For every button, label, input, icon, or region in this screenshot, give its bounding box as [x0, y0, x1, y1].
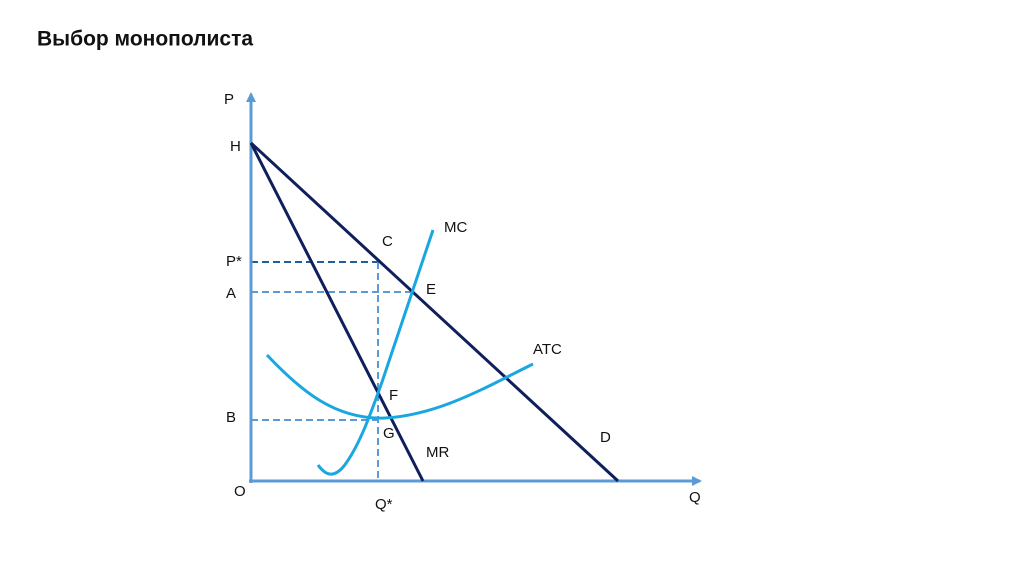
- mr-curve: [249, 142, 425, 482]
- mc-curve: [316, 229, 435, 476]
- label: ATC: [533, 341, 562, 358]
- label: MR: [426, 444, 449, 461]
- label: A: [226, 285, 236, 302]
- label: O: [234, 483, 246, 500]
- label: G: [383, 425, 395, 442]
- label: B: [226, 409, 236, 426]
- label: Q: [689, 489, 701, 506]
- title: Выбор монополиста: [37, 28, 253, 51]
- label: MC: [444, 219, 467, 236]
- demand-curve: [249, 141, 620, 483]
- label: P: [224, 91, 234, 108]
- label: D: [600, 429, 611, 446]
- atc-curve: [265, 353, 534, 420]
- label: E: [426, 281, 436, 298]
- label: F: [389, 387, 398, 404]
- label: H: [230, 138, 241, 155]
- label: P*: [226, 253, 242, 270]
- label: Q*: [375, 496, 393, 513]
- label: C: [382, 233, 393, 250]
